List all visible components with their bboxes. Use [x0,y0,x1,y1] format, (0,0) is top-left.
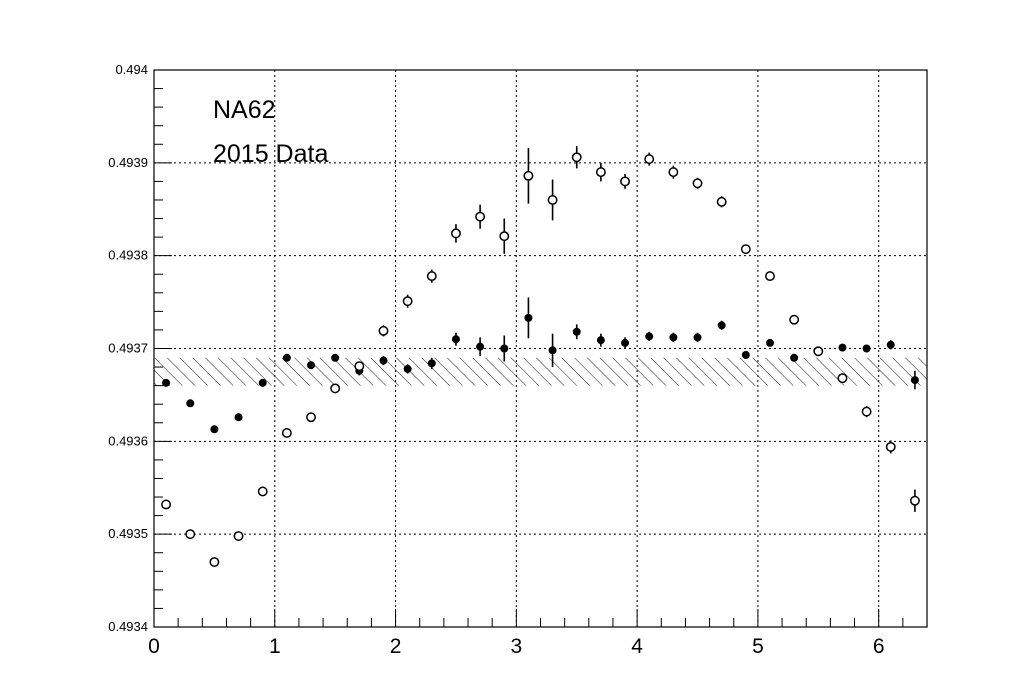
filled-point-28 [838,343,847,352]
y-tick-label-5: 0.4939 [108,155,148,170]
filled-point-24 [741,350,750,359]
annotation-dataset: 2015 Data [213,140,328,168]
open-point-8 [354,361,365,372]
x-tick-label-6: 6 [873,635,885,658]
open-point-17 [571,152,582,163]
axes-layer: 0.4934 0.4935 0.4936 0.4937 0.4938 0.4939 0.49… [108,62,928,658]
filled-point-21 [669,333,678,342]
filled-point-12 [451,335,460,344]
filled-point-22 [693,333,702,342]
open-point-7 [330,383,341,394]
filled-point-13 [476,342,485,351]
filled-point-23 [717,321,726,330]
x-tick-label-5: 5 [752,635,764,658]
open-point-12 [451,228,461,239]
filled-point-1 [186,399,195,408]
filled-point-7 [331,353,340,362]
filled-point-31 [910,376,919,385]
x-tick-label-0: 0 [148,635,160,658]
open-point-24 [740,244,751,255]
filled-point-25 [765,338,774,347]
open-point-30 [885,441,896,452]
filled-point-26 [790,353,799,362]
annotation-experiment: NA62 [213,96,276,124]
open-point-3 [233,531,244,541]
filled-point-3 [234,413,243,422]
open-point-16 [547,195,558,205]
filled-point-16 [548,346,557,355]
open-point-1 [185,529,196,540]
open-point-13 [475,211,486,222]
filled-point-0 [162,378,171,387]
open-point-10 [402,296,413,307]
filled-point-11 [427,359,436,368]
y-tick-label-0: 0.4934 [108,619,148,634]
open-point-0 [161,499,172,510]
filled-point-17 [572,327,581,336]
filled-point-4 [258,378,267,387]
open-point-14 [499,231,510,242]
open-point-11 [426,271,437,282]
y-tick-label-3: 0.4937 [108,341,148,356]
filled-point-10 [403,364,412,373]
filled-point-18 [596,336,605,345]
systematic-band [154,357,927,386]
grid-layer [154,70,927,627]
x-tick-label-1: 1 [269,635,281,658]
y-tick-label-1: 0.4935 [108,526,148,541]
band-layer [154,357,927,386]
filled-point-30 [886,340,895,349]
y-tick-label-6: 0.494 [115,62,148,77]
open-point-26 [789,314,800,325]
open-point-20 [644,154,655,165]
open-point-9 [378,325,389,336]
open-point-29 [861,406,872,417]
y-tick-label-2: 0.4936 [108,433,148,448]
x-tick-label-4: 4 [631,635,643,658]
open-point-31 [909,495,920,506]
filled-point-20 [645,332,654,341]
open-point-2 [209,557,220,567]
open-point-19 [620,176,630,187]
filled-point-19 [621,338,630,347]
open-point-27 [813,346,824,357]
open-point-15 [523,170,534,181]
y-tick-label-4: 0.4938 [108,248,148,263]
filled-point-6 [307,361,316,370]
open-point-23 [716,196,727,207]
open-point-4 [257,486,268,497]
filled-point-5 [282,353,291,362]
filled-point-9 [379,356,388,365]
open-point-5 [281,428,292,438]
annotation-layer: NA62 2015 Data [213,96,328,168]
open-point-18 [595,167,606,178]
filled-point-15 [524,313,533,322]
x-tick-label-2: 2 [390,635,402,658]
points-layer [161,146,920,567]
filled-point-14 [500,344,509,353]
filled-point-2 [210,425,219,434]
open-point-25 [765,271,775,282]
x-tick-label-3: 3 [511,635,523,658]
open-point-22 [692,178,703,189]
open-point-28 [837,373,848,384]
filled-point-29 [862,344,871,353]
open-point-6 [306,412,316,423]
open-point-21 [668,167,679,178]
